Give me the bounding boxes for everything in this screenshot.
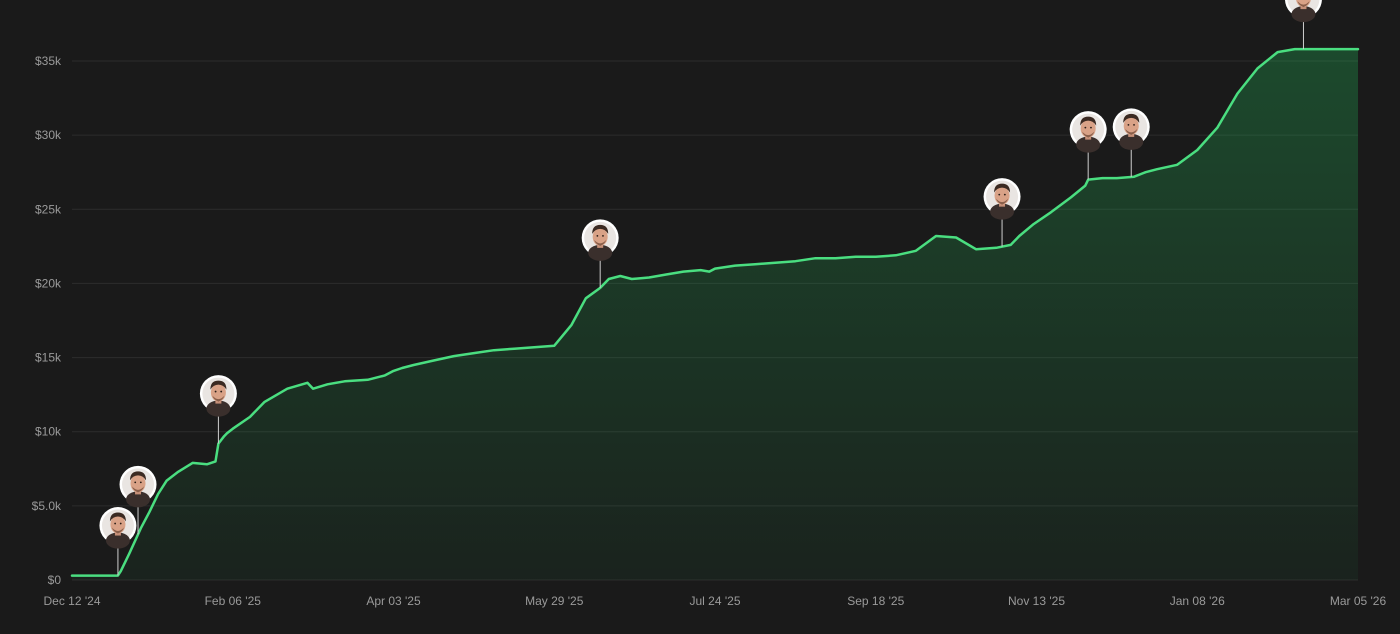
- avatar-beard: [132, 486, 145, 493]
- avatar-eye: [214, 390, 217, 393]
- avatar-hair: [592, 224, 609, 234]
- avatar-hair: [994, 183, 1011, 193]
- avatar-eye: [1003, 193, 1006, 196]
- avatar-eye: [1127, 124, 1130, 126]
- milestone-marker[interactable]: [1284, 0, 1322, 50]
- x-tick-label: Mar 05 '26: [1330, 594, 1387, 608]
- avatar-eye: [602, 234, 604, 237]
- avatar-face: [1080, 119, 1096, 138]
- avatar-shirt: [206, 400, 231, 417]
- y-axis: $0 $5.0k $10k $15k $20k $25k $30k $35k: [32, 54, 62, 587]
- x-tick-label: Feb 06 '25: [205, 594, 262, 608]
- avatar-icon[interactable]: [983, 178, 1021, 220]
- milestone-marker[interactable]: [581, 219, 619, 288]
- avatar-eye: [998, 193, 1001, 196]
- avatar-face: [210, 383, 226, 402]
- milestone-marker[interactable]: [199, 375, 237, 444]
- avatar-eye: [1133, 124, 1135, 126]
- avatar-beard: [1125, 128, 1138, 135]
- avatar-shirt: [990, 203, 1015, 220]
- avatar-hair: [1123, 113, 1140, 123]
- avatar-eye: [596, 234, 599, 237]
- avatar-icon[interactable]: [1284, 0, 1322, 23]
- avatar-beard: [1082, 131, 1095, 138]
- avatar-face: [1296, 0, 1311, 8]
- avatar-hair: [130, 471, 147, 481]
- series-line: [70, 47, 1360, 577]
- avatar-hair: [210, 380, 227, 390]
- avatar-shirt: [1076, 136, 1101, 153]
- x-tick-label: Dec 12 '24: [44, 594, 101, 608]
- y-tick-label: $0: [48, 573, 62, 587]
- avatar-face: [110, 515, 126, 534]
- x-tick-label: Jul 24 '25: [690, 594, 741, 608]
- milestone-marker[interactable]: [119, 465, 157, 535]
- x-tick-label: Jan 08 '26: [1170, 594, 1225, 608]
- avatar-hair: [109, 512, 126, 522]
- avatar-icon[interactable]: [199, 375, 237, 417]
- y-tick-label: $10k: [35, 425, 62, 439]
- milestone-marker[interactable]: [99, 507, 137, 576]
- y-tick-label: $35k: [35, 54, 62, 68]
- avatar-icon[interactable]: [1069, 111, 1107, 153]
- avatar-eye: [119, 522, 122, 525]
- avatar-eye: [134, 481, 137, 484]
- avatar-beard: [212, 395, 225, 402]
- avatar-icon[interactable]: [1112, 108, 1150, 150]
- avatar-face: [592, 227, 608, 246]
- avatar-shirt: [1119, 133, 1144, 150]
- avatar-eye: [114, 522, 117, 525]
- y-tick-label: $15k: [35, 351, 62, 365]
- avatar-beard: [111, 527, 124, 534]
- milestones: [99, 0, 1322, 576]
- avatar-shirt: [105, 532, 130, 549]
- avatar-icon[interactable]: [119, 465, 157, 508]
- avatar-face: [130, 474, 146, 493]
- avatar-eye: [1084, 126, 1087, 129]
- y-tick-label: $25k: [35, 202, 62, 216]
- y-tick-label: $30k: [35, 128, 62, 142]
- avatar-eye: [220, 390, 223, 393]
- milestone-marker[interactable]: [983, 178, 1021, 247]
- series-line-path: [70, 47, 1360, 577]
- avatar-shirt: [126, 491, 151, 508]
- avatar-beard: [996, 198, 1009, 205]
- avatar-face: [1123, 116, 1139, 135]
- x-tick-label: Apr 03 '25: [366, 594, 421, 608]
- x-tick-label: Nov 13 '25: [1008, 594, 1065, 608]
- x-tick-label: Sep 18 '25: [847, 594, 904, 608]
- y-tick-label: $5.0k: [32, 499, 62, 513]
- series-area: [72, 49, 1358, 581]
- avatar-shirt: [588, 244, 613, 261]
- milestone-marker[interactable]: [1069, 111, 1107, 180]
- y-tick-label: $20k: [35, 276, 62, 290]
- avatar-icon[interactable]: [99, 507, 137, 549]
- area-fill: [72, 49, 1358, 581]
- avatar-shirt: [1291, 6, 1316, 23]
- avatar-icon[interactable]: [581, 219, 619, 261]
- milestone-marker[interactable]: [1112, 108, 1150, 177]
- x-axis: Dec 12 '24 Feb 06 '25 Apr 03 '25 May 29 '25…: [44, 594, 1387, 608]
- avatar-beard: [1297, 1, 1310, 8]
- avatar-eye: [1090, 126, 1092, 129]
- avatar-eye: [139, 481, 142, 484]
- avatar-face: [994, 186, 1010, 205]
- avatar-beard: [594, 239, 607, 246]
- avatar-hair: [1080, 116, 1097, 126]
- x-tick-label: May 29 '25: [525, 594, 584, 608]
